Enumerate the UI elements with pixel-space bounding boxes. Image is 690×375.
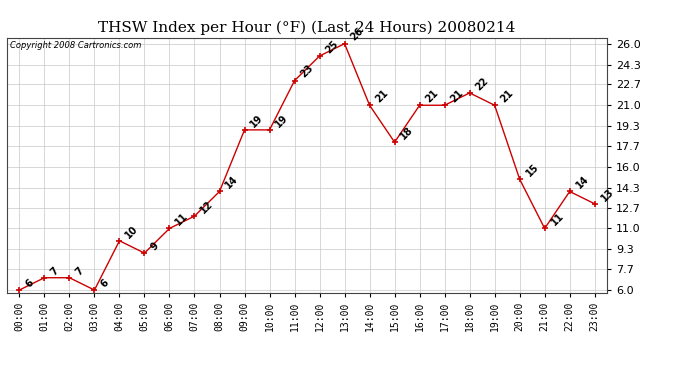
Text: 26: 26 [348, 26, 365, 43]
Text: 10: 10 [124, 224, 140, 240]
Text: 18: 18 [399, 125, 415, 141]
Text: 14: 14 [574, 174, 591, 191]
Title: THSW Index per Hour (°F) (Last 24 Hours) 20080214: THSW Index per Hour (°F) (Last 24 Hours)… [99, 21, 515, 35]
Text: Copyright 2008 Cartronics.com: Copyright 2008 Cartronics.com [10, 41, 141, 50]
Text: 19: 19 [248, 112, 265, 129]
Text: 6: 6 [99, 278, 110, 289]
Text: 7: 7 [74, 265, 86, 277]
Text: 11: 11 [549, 211, 565, 228]
Text: 22: 22 [474, 75, 491, 92]
Text: 21: 21 [499, 88, 515, 105]
Text: 12: 12 [199, 199, 215, 215]
Text: 11: 11 [174, 211, 190, 228]
Text: 7: 7 [48, 265, 61, 277]
Text: 14: 14 [224, 174, 240, 191]
Text: 19: 19 [274, 112, 290, 129]
Text: 23: 23 [299, 63, 315, 80]
Text: 13: 13 [599, 186, 615, 203]
Text: 21: 21 [448, 88, 465, 105]
Text: 15: 15 [524, 162, 540, 178]
Text: 9: 9 [148, 240, 161, 252]
Text: 21: 21 [424, 88, 440, 105]
Text: 25: 25 [324, 39, 340, 55]
Text: 21: 21 [374, 88, 391, 105]
Text: 6: 6 [23, 278, 35, 289]
